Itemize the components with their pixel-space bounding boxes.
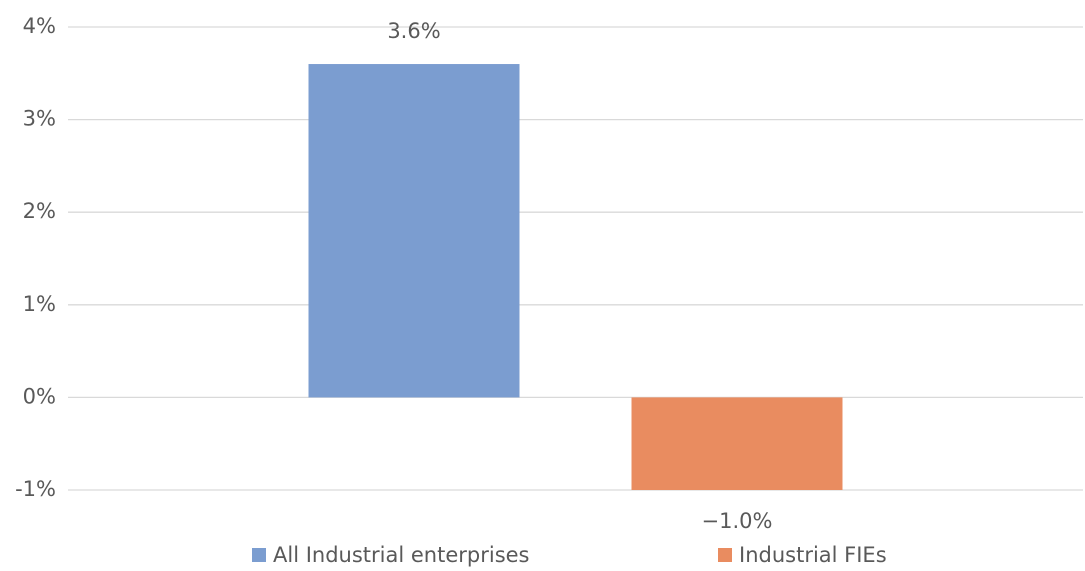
legend-label: Industrial FIEs — [739, 543, 887, 567]
y-tick-label: 1% — [23, 292, 56, 316]
bar — [631, 397, 843, 490]
legend-swatch — [718, 548, 732, 562]
legend-label: All Industrial enterprises — [273, 543, 530, 567]
bar — [308, 64, 520, 398]
y-tick-label: 2% — [23, 199, 56, 223]
y-tick-label: -1% — [15, 477, 56, 501]
y-tick-label: 3% — [23, 107, 56, 131]
legend-swatch — [252, 548, 266, 562]
value-label: 3.6% — [387, 19, 440, 43]
value-label: −1.0% — [702, 509, 773, 533]
y-tick-label: 4% — [23, 14, 56, 38]
y-tick-label: 0% — [23, 384, 56, 408]
